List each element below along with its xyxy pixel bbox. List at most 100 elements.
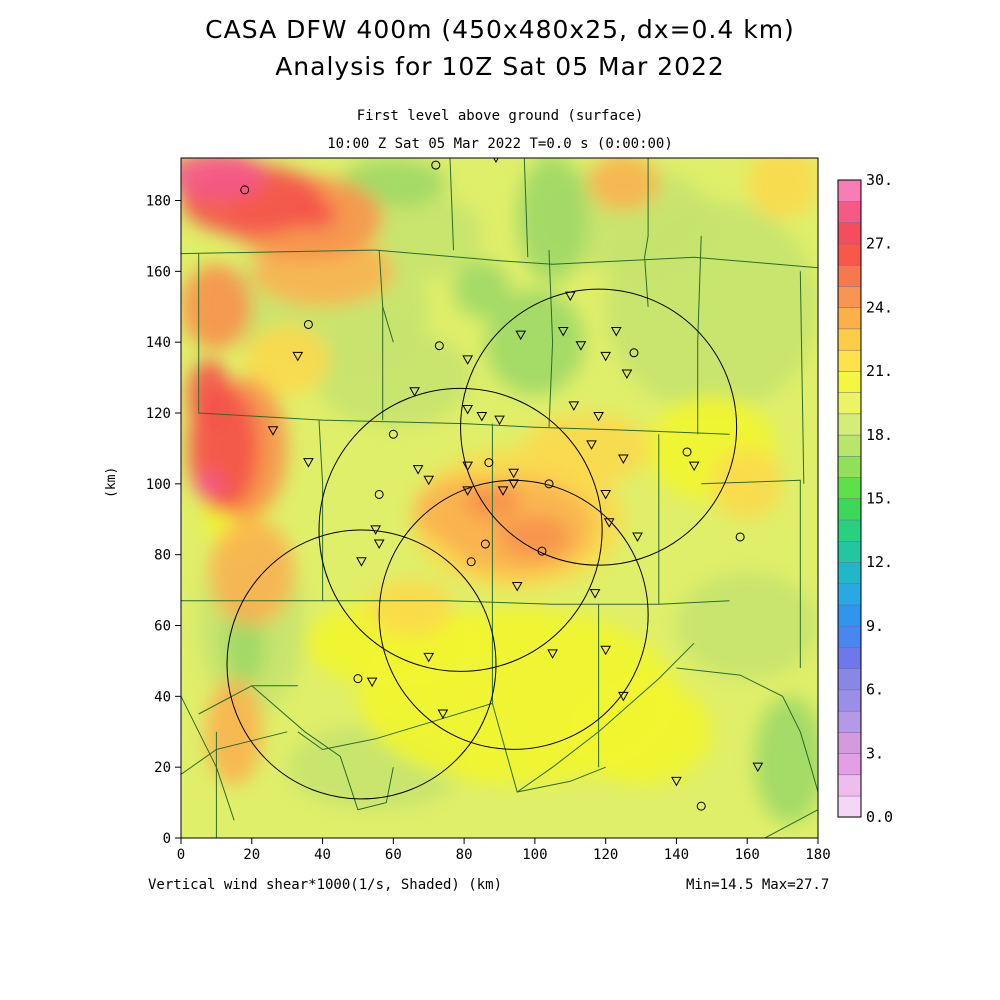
- colorbar-swatch: [837, 646, 862, 669]
- station-triangle: [547, 649, 558, 659]
- field-blob-green: [517, 158, 588, 282]
- field-blob-light_green: [315, 328, 472, 428]
- colorbar-swatch: [837, 392, 862, 415]
- x-tick-label: 100: [522, 847, 547, 863]
- station-triangle: [370, 525, 381, 535]
- colorbar-swatch: [837, 710, 862, 733]
- boundary-line: [181, 696, 235, 821]
- station-triangle: [557, 327, 569, 337]
- boundary-line: [297, 702, 493, 751]
- field-blob-gold: [747, 158, 818, 219]
- colorbar-label: 3.: [866, 744, 884, 762]
- station-circle: [696, 801, 706, 811]
- x-tick-label: 160: [735, 847, 760, 863]
- x-tick-label: 60: [385, 847, 402, 863]
- field-blob-dark_orange: [181, 264, 252, 350]
- station-circle: [353, 674, 363, 684]
- x-tick-label: 140: [664, 847, 689, 863]
- field-blob-green: [485, 289, 585, 396]
- station-markers: [240, 158, 764, 811]
- colorbar-swatch: [837, 519, 862, 542]
- station-triangle: [610, 327, 622, 337]
- field-blob-pink: [195, 469, 224, 498]
- boundary-line: [644, 158, 649, 307]
- colorbar-label: 18.: [866, 426, 893, 444]
- station-triangle: [423, 652, 435, 663]
- colorbar-swatch: [837, 349, 862, 372]
- plot-frame: [180, 157, 819, 839]
- field-blob-red: [294, 200, 337, 229]
- station-triangle: [476, 412, 488, 422]
- station-triangle: [593, 412, 604, 422]
- field-blob-orange: [205, 678, 263, 785]
- station-triangle: [600, 351, 612, 362]
- station-triangle: [462, 461, 474, 472]
- radar-ring: [460, 288, 738, 566]
- x-tick-label: 120: [593, 847, 618, 863]
- field-blob-green: [754, 696, 818, 824]
- station-circle: [537, 546, 547, 556]
- colorbar-swatch: [837, 731, 862, 754]
- station-triangle: [508, 479, 520, 489]
- colorbar-label: 30.: [866, 171, 893, 189]
- boundary-line: [548, 250, 554, 428]
- station-circle: [480, 539, 490, 549]
- radar-ring: [226, 529, 497, 800]
- y-tick-label: 20: [154, 760, 171, 776]
- footer-min-max: Min=14.5 Max=27.7: [686, 877, 830, 893]
- field-blob-green: [453, 260, 511, 318]
- boundary-line: [697, 235, 702, 435]
- colorbar-swatch: [837, 434, 862, 457]
- colorbar-swatch: [837, 455, 862, 478]
- station-circle: [735, 532, 745, 542]
- colorbar-swatch: [837, 625, 862, 648]
- station-triangle: [618, 691, 629, 702]
- y-tick-label: 40: [154, 689, 171, 705]
- colorbar-swatch: [837, 477, 862, 500]
- colorbar-label: 6.: [866, 681, 884, 699]
- field-blob-pink: [181, 158, 266, 201]
- station-triangle: [409, 387, 420, 397]
- station-triangle: [423, 475, 435, 486]
- station-triangle: [515, 330, 527, 341]
- field-blob-gold: [711, 448, 783, 520]
- field-blob-gold: [368, 579, 454, 637]
- colorbar-swatch: [837, 583, 862, 606]
- radar-range-rings: [226, 288, 738, 800]
- radar-ring: [378, 479, 649, 750]
- station-circle: [682, 447, 692, 457]
- station-triangle: [462, 486, 474, 496]
- boundary-line: [449, 158, 454, 251]
- station-circle: [388, 429, 398, 439]
- colorbar-label: 24.: [866, 298, 893, 316]
- boundary-line: [523, 158, 529, 258]
- station-triangle: [589, 589, 601, 599]
- footer-field-label: Vertical wind shear*1000(1/s, Shaded) (k…: [148, 877, 503, 893]
- colorbar-label: 9.: [866, 617, 884, 635]
- station-circle: [544, 479, 554, 489]
- y-tick-label: 120: [146, 406, 171, 422]
- boundary-line: [181, 249, 376, 255]
- boundary-line: [382, 306, 394, 343]
- station-triangle: [412, 465, 424, 475]
- station-triangle: [508, 468, 520, 479]
- x-tick-label: 80: [456, 847, 473, 863]
- colorbar-swatch: [837, 285, 862, 308]
- field-blob-orange: [587, 158, 659, 212]
- station-triangle: [671, 776, 682, 787]
- y-tick-label: 60: [154, 619, 171, 635]
- colorbar-swatch: [837, 222, 862, 245]
- station-triangle: [564, 291, 576, 302]
- station-triangle: [494, 415, 505, 426]
- colorbar-swatch: [837, 370, 862, 393]
- field-blob-gold: [244, 324, 330, 396]
- station-triangle: [366, 677, 378, 688]
- boundary-line: [491, 703, 606, 793]
- station-triangle: [600, 645, 612, 656]
- field-blob-gold: [524, 413, 652, 484]
- county-boundaries: [181, 158, 818, 838]
- colorbar-swatch: [837, 413, 862, 436]
- station-triangle: [267, 426, 279, 436]
- boundary-line: [198, 253, 730, 435]
- colorbar-swatch: [837, 498, 862, 521]
